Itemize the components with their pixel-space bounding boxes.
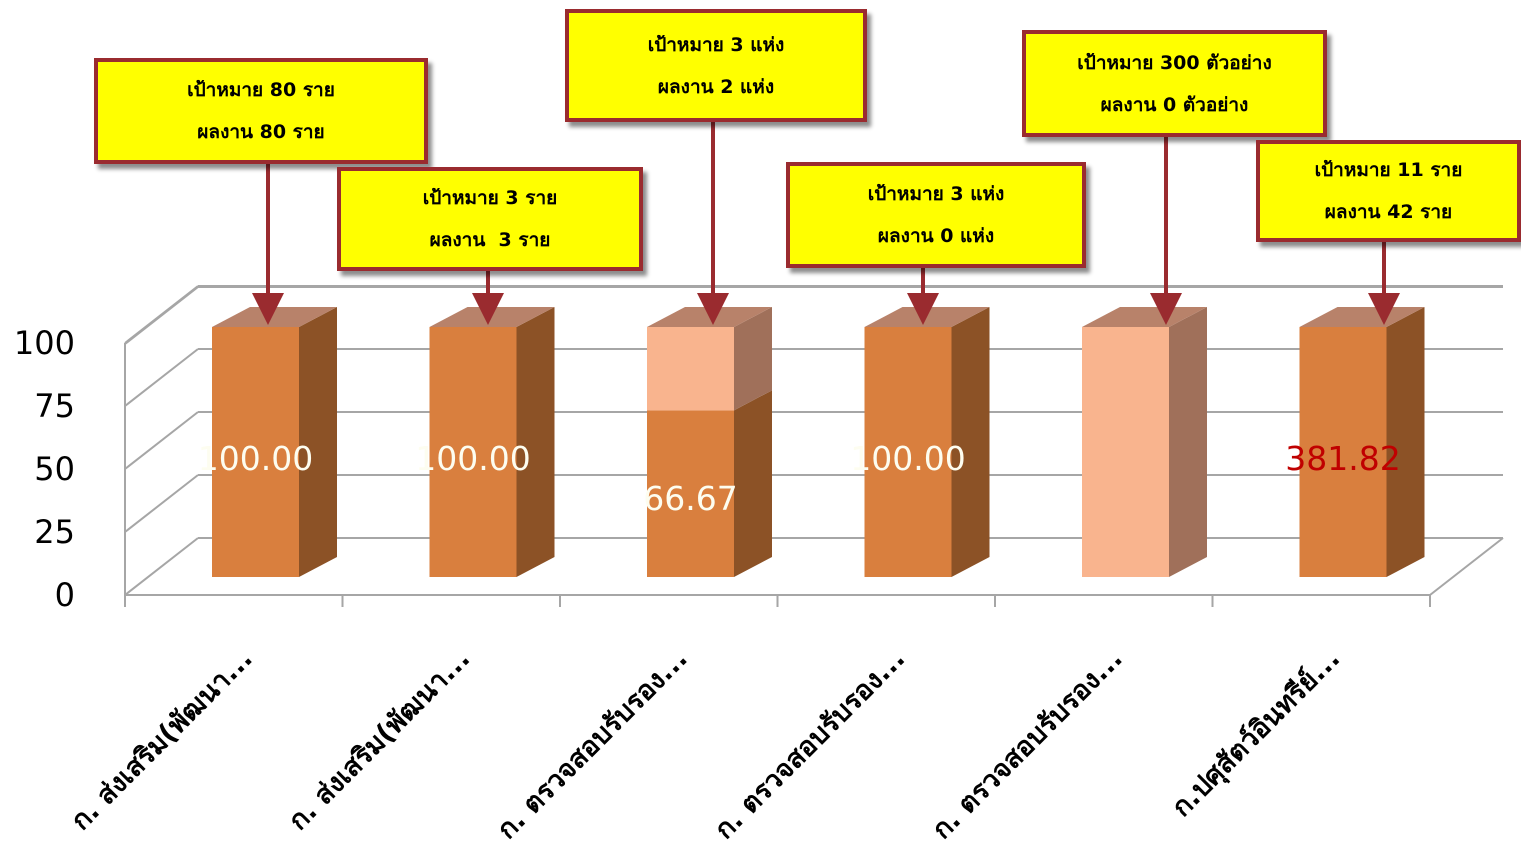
bar-achieved-front bbox=[864, 327, 952, 577]
bar-4 bbox=[864, 307, 990, 577]
bar-achieved-front bbox=[429, 327, 517, 577]
callout-3: เป้าหมาย 3 แห่ง ผลงาน 2 แห่ง bbox=[565, 9, 867, 122]
callout-5-result: ผลงาน 0 ตัวอย่าง bbox=[1100, 93, 1249, 116]
bar-achieved-front bbox=[212, 327, 299, 577]
bar-achieved-front bbox=[647, 410, 734, 577]
floor-edge bbox=[1429, 537, 1504, 596]
bar-5 bbox=[1082, 307, 1207, 577]
data-label: 381.82 bbox=[1285, 439, 1400, 478]
bar-achieved-side bbox=[951, 307, 990, 577]
bar-achieved-side bbox=[516, 307, 555, 577]
callout-1-result: ผลงาน 80 ราย bbox=[197, 121, 325, 143]
x-tick-label: ก. ตรวจสอบรับรอง... bbox=[926, 643, 1128, 845]
x-tick-label: ก. ส่งเสริม(พัฒนา... bbox=[283, 643, 476, 836]
callout-4-result: ผลงาน 0 แห่ง bbox=[877, 225, 995, 247]
callout-2: เป้าหมาย 3 ราย ผลงาน 3 ราย bbox=[337, 167, 643, 271]
bar-achieved-side bbox=[734, 390, 772, 577]
gridline-diagonal bbox=[124, 348, 199, 407]
bars bbox=[212, 307, 1425, 577]
callout-2-result: ผลงาน 3 ราย bbox=[429, 229, 551, 251]
data-labels: 100.00 100.00 66.67 100.00 381.82 bbox=[198, 439, 1401, 518]
callout-4: เป้าหมาย 3 แห่ง ผลงาน 0 แห่ง bbox=[786, 162, 1086, 268]
bar-achieved-side bbox=[299, 307, 337, 577]
callout-2-target: เป้าหมาย 3 ราย bbox=[422, 187, 558, 209]
callout-arrows bbox=[252, 122, 1400, 325]
bar-achieved-side bbox=[1386, 307, 1425, 577]
bar-remaining-side bbox=[734, 307, 772, 411]
gridline-diagonal bbox=[124, 411, 199, 470]
bar-3 bbox=[647, 307, 772, 577]
callout-1-target: เป้าหมาย 80 ราย bbox=[187, 79, 335, 101]
callout-5: เป้าหมาย 300 ตัวอย่าง ผลงาน 0 ตัวอย่าง bbox=[1022, 30, 1327, 137]
bar-remaining-front bbox=[1082, 327, 1169, 577]
gridline-diagonal bbox=[124, 474, 199, 533]
callout-6-target: เป้าหมาย 11 ราย bbox=[1314, 159, 1463, 181]
callout-6-result: ผลงาน 42 ราย bbox=[1324, 201, 1453, 223]
callout-3-target: เป้าหมาย 3 แห่ง bbox=[647, 33, 785, 56]
y-tick-label: 100 bbox=[14, 324, 75, 362]
y-tick-label: 50 bbox=[34, 450, 75, 488]
y-tick-label: 75 bbox=[34, 387, 75, 425]
x-tick-label: ก. ตรวจสอบรับรอง... bbox=[491, 643, 693, 845]
data-label: 100.00 bbox=[415, 439, 530, 478]
gridlines bbox=[124, 285, 1504, 596]
callout-6: เป้าหมาย 11 ราย ผลงาน 42 ราย bbox=[1256, 140, 1521, 242]
gridline-diagonal bbox=[124, 537, 199, 596]
data-label: 66.67 bbox=[643, 479, 737, 518]
bar-1 bbox=[212, 307, 337, 577]
y-tick-label: 25 bbox=[34, 513, 75, 551]
callout-3-result: ผลงาน 2 แห่ง bbox=[657, 75, 775, 98]
bar-achieved-front bbox=[1299, 327, 1387, 577]
y-tick-label: 0 bbox=[55, 576, 75, 614]
gridline-diagonal bbox=[124, 286, 199, 345]
x-tick-label: ก. ส่งเสริม(พัฒนา... bbox=[65, 643, 258, 836]
bar-remaining-front bbox=[647, 327, 734, 411]
x-tick-label: ก. ตรวจสอบรับรอง... bbox=[709, 643, 911, 845]
bar-remaining-side bbox=[1169, 307, 1207, 577]
data-label: 100.00 bbox=[198, 439, 313, 478]
x-tick-label: ก.ปศุสัตว์อินทรีย์... bbox=[1165, 642, 1346, 823]
data-label: 100.00 bbox=[850, 439, 965, 478]
callout-1: เป้าหมาย 80 ราย ผลงาน 80 ราย bbox=[94, 58, 428, 164]
callout-4-target: เป้าหมาย 3 แห่ง bbox=[867, 183, 1005, 205]
callout-5-target: เป้าหมาย 300 ตัวอย่าง bbox=[1077, 51, 1272, 74]
